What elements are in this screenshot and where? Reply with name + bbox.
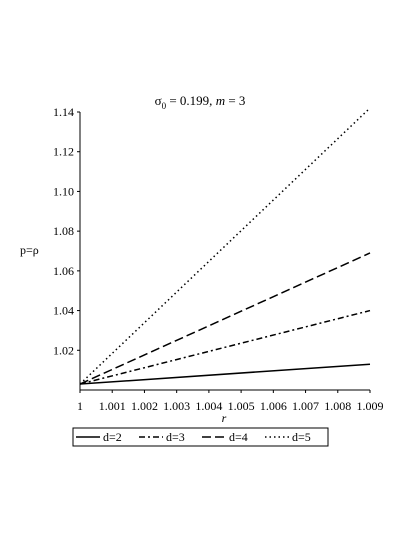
y-axis-label: p=ρ: [20, 243, 39, 257]
x-tick-label: 1.004: [195, 399, 222, 413]
x-tick-label: 1.006: [260, 399, 287, 413]
chart-title: σ0 = 0.199, m = 3: [155, 93, 246, 111]
x-tick-label: 1.005: [228, 399, 255, 413]
x-axis-ticks: 1 1.001 1.002 1.003 1.004 1.005 1.006 1.007 1.00…: [77, 390, 384, 413]
series-line-d-3: [79, 309, 371, 385]
y-tick-label: 1.14: [53, 105, 74, 119]
legend-label: d=4: [229, 430, 248, 444]
legend-label: d=5: [292, 430, 311, 444]
series-line-d-2: [79, 363, 371, 385]
x-tick-label: 1.007: [292, 399, 319, 413]
series-lines: [79, 107, 371, 385]
x-axis-label: r: [222, 411, 227, 425]
legend: d=2 d=3 d=4 d=5: [76, 430, 311, 444]
x-tick-label: 1: [77, 399, 83, 413]
y-axis-ticks: 1.02 1.04 1.06 1.08 1.10 1.12 1.14: [53, 105, 80, 357]
x-tick-label: 1.008: [324, 399, 351, 413]
x-tick-label: 1.003: [163, 399, 190, 413]
y-tick-label: 1.12: [53, 145, 74, 159]
x-tick-label: 1.001: [99, 399, 126, 413]
legend-box: [72, 427, 329, 447]
y-tick-label: 1.02: [53, 343, 74, 357]
series-line-d-5: [79, 107, 371, 385]
x-tick-label: 1.009: [357, 399, 384, 413]
series-line-d-4: [79, 252, 371, 385]
legend-label: d=3: [166, 430, 185, 444]
y-tick-label: 1.10: [53, 184, 74, 198]
y-tick-label: 1.08: [53, 224, 74, 238]
y-tick-label: 1.06: [53, 264, 74, 278]
legend-label: d=2: [103, 430, 122, 444]
x-tick-label: 1.002: [131, 399, 158, 413]
y-tick-label: 1.04: [53, 304, 74, 318]
